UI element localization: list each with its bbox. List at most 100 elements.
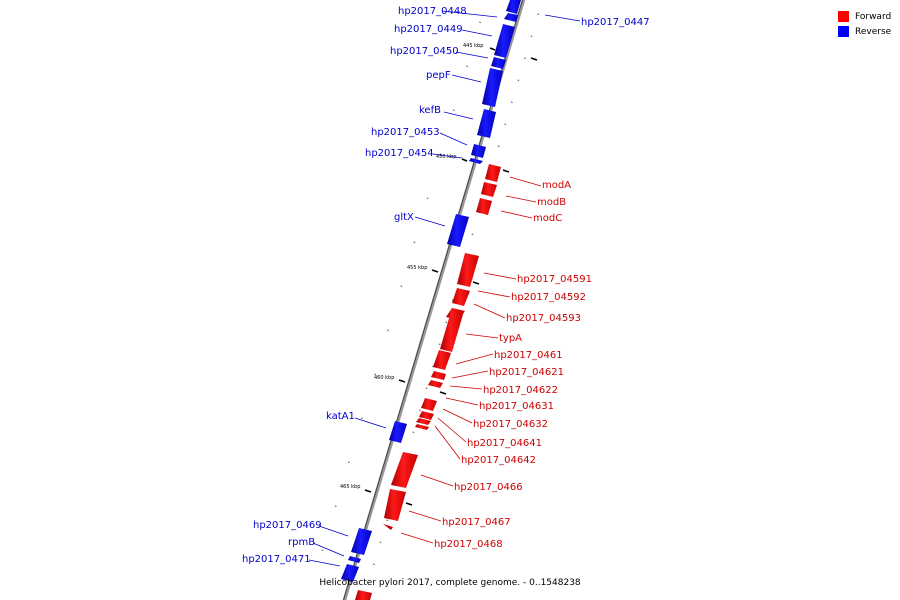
gene-feature[interactable]: hp2017_04642 <box>415 424 536 466</box>
gene-label: hp2017_0454 <box>365 148 434 159</box>
gene-label: modC <box>533 213 562 224</box>
forward-genes: modA modB modC hp2017_04591 hp2017_04592 <box>355 164 592 600</box>
gene-feature[interactable]: hp2017_0467 <box>384 489 511 528</box>
gene-feature[interactable]: hp2017_0447 <box>504 13 650 28</box>
gene-feature[interactable]: hp2017_04631 <box>421 397 554 412</box>
minor-tick <box>438 343 441 345</box>
tick-mark <box>472 281 480 285</box>
gene-label: hp2017_0450 <box>390 46 459 57</box>
major-ticks: 445 kbp 450 kbp 455 kbp 460 kbp 465 kbp <box>340 43 538 506</box>
gene-feature[interactable]: hp2017_04621 <box>431 367 564 380</box>
gene-feature[interactable]: katA1 <box>326 411 407 443</box>
minor-tick <box>400 285 403 287</box>
gene-label: hp2017_0453 <box>371 127 440 138</box>
minor-tick <box>445 321 448 323</box>
legend-label: Forward <box>855 11 892 22</box>
minor-tick <box>412 431 415 433</box>
minor-tick <box>517 79 520 81</box>
gene-label: hp2017_04591 <box>517 274 592 285</box>
minor-tick <box>452 109 455 111</box>
gene-label: hp2017_04632 <box>473 419 548 430</box>
gene-feature[interactable]: gltX <box>394 212 469 247</box>
minor-tick <box>379 541 382 543</box>
legend-item-forward[interactable]: Forward <box>838 9 891 24</box>
tick-mark <box>502 169 510 173</box>
minor-tick <box>504 123 507 125</box>
gene-feature[interactable]: hp2017_0449 <box>394 24 515 58</box>
tick-label: 465 kbp <box>340 484 360 490</box>
minor-tick <box>374 373 376 375</box>
gene-feature[interactable]: hp2017_04622 <box>428 380 558 396</box>
gene-feature[interactable]: modC <box>476 198 562 224</box>
minor-tick <box>497 145 500 147</box>
reverse-swatch <box>838 26 849 37</box>
gene-label: gltX <box>394 212 414 223</box>
gene-feature[interactable]: hp2017_0454 <box>365 148 483 164</box>
gene-feature[interactable]: hp2017_0453 <box>371 127 486 158</box>
gene-label: pepF <box>426 70 451 81</box>
gene-label: modA <box>542 180 571 191</box>
minor-tick <box>347 461 350 463</box>
tick-mark <box>398 379 406 383</box>
legend-label: Reverse <box>855 26 892 37</box>
tick-label: 455 kbp <box>407 265 427 271</box>
minor-tick <box>334 505 337 507</box>
gene-feature[interactable]: rpmB <box>288 537 361 563</box>
gene-label: hp2017_0469 <box>253 520 322 531</box>
gene-label: kefB <box>419 105 441 116</box>
tick-mark <box>439 391 447 395</box>
minor-tick <box>471 233 474 235</box>
gene-feature[interactable]: hp2017_04592 <box>452 288 586 306</box>
gene-label: rpmB <box>288 537 315 548</box>
gene-feature-partial[interactable] <box>355 590 372 600</box>
tick-mark <box>489 47 496 51</box>
minor-tick <box>426 197 429 199</box>
gene-label: hp2017_04592 <box>511 292 586 303</box>
gene-feature[interactable]: hp2017_04632 <box>419 408 548 430</box>
minor-tick <box>439 153 442 155</box>
minor-tick <box>425 387 428 389</box>
minor-tick <box>524 57 526 59</box>
tick-mark <box>364 489 372 493</box>
gene-label: modB <box>537 197 566 208</box>
tick-mark <box>461 158 468 162</box>
gene-label: hp2017_0448 <box>398 6 467 17</box>
minor-tick <box>386 519 389 521</box>
gene-label: hp2017_04593 <box>506 313 581 324</box>
gene-feature[interactable]: hp2017_04591 <box>457 253 592 287</box>
gene-feature[interactable]: modA <box>485 164 571 191</box>
minor-tick <box>466 65 468 67</box>
gene-feature[interactable]: hp2017_0461 <box>433 350 563 370</box>
gene-feature[interactable]: modB <box>481 182 566 208</box>
minor-tick <box>361 417 363 419</box>
gene-feature[interactable]: hp2017_0450 <box>390 46 506 69</box>
gene-feature[interactable]: hp2017_0468 <box>383 524 503 550</box>
gene-feature[interactable]: typA <box>440 308 522 352</box>
gene-feature[interactable]: hp2017_0471 <box>242 554 359 582</box>
minor-tick <box>479 21 481 23</box>
minor-tick <box>321 549 324 551</box>
gene-feature[interactable]: hp2017_0448 <box>398 0 521 18</box>
map-caption: Helicobacter pylori 2017, complete genom… <box>319 578 581 588</box>
minor-tick <box>419 409 421 411</box>
gene-label: hp2017_0468 <box>434 539 503 550</box>
gene-label: hp2017_04621 <box>489 367 564 378</box>
legend-item-reverse[interactable]: Reverse <box>838 24 891 39</box>
gene-label: katA1 <box>326 411 355 422</box>
gene-label: typA <box>499 333 522 344</box>
gene-feature[interactable]: hp2017_0466 <box>391 452 523 493</box>
minor-tick <box>373 563 375 565</box>
tick-mark <box>431 269 439 273</box>
gene-feature[interactable]: hp2017_0469 <box>253 520 372 555</box>
gene-feature[interactable]: hp2017_04593 <box>446 303 581 324</box>
gene-feature[interactable]: hp2017_04641 <box>416 417 542 449</box>
gene-label: hp2017_0461 <box>494 350 563 361</box>
gene-label: hp2017_04641 <box>467 438 542 449</box>
gene-label: hp2017_04622 <box>483 385 558 396</box>
gene-label: hp2017_0471 <box>242 554 311 565</box>
minor-tick <box>387 329 390 331</box>
gene-feature[interactable]: pepF <box>426 68 503 107</box>
gene-label: hp2017_0447 <box>581 17 650 28</box>
gene-feature[interactable]: kefB <box>419 105 496 138</box>
